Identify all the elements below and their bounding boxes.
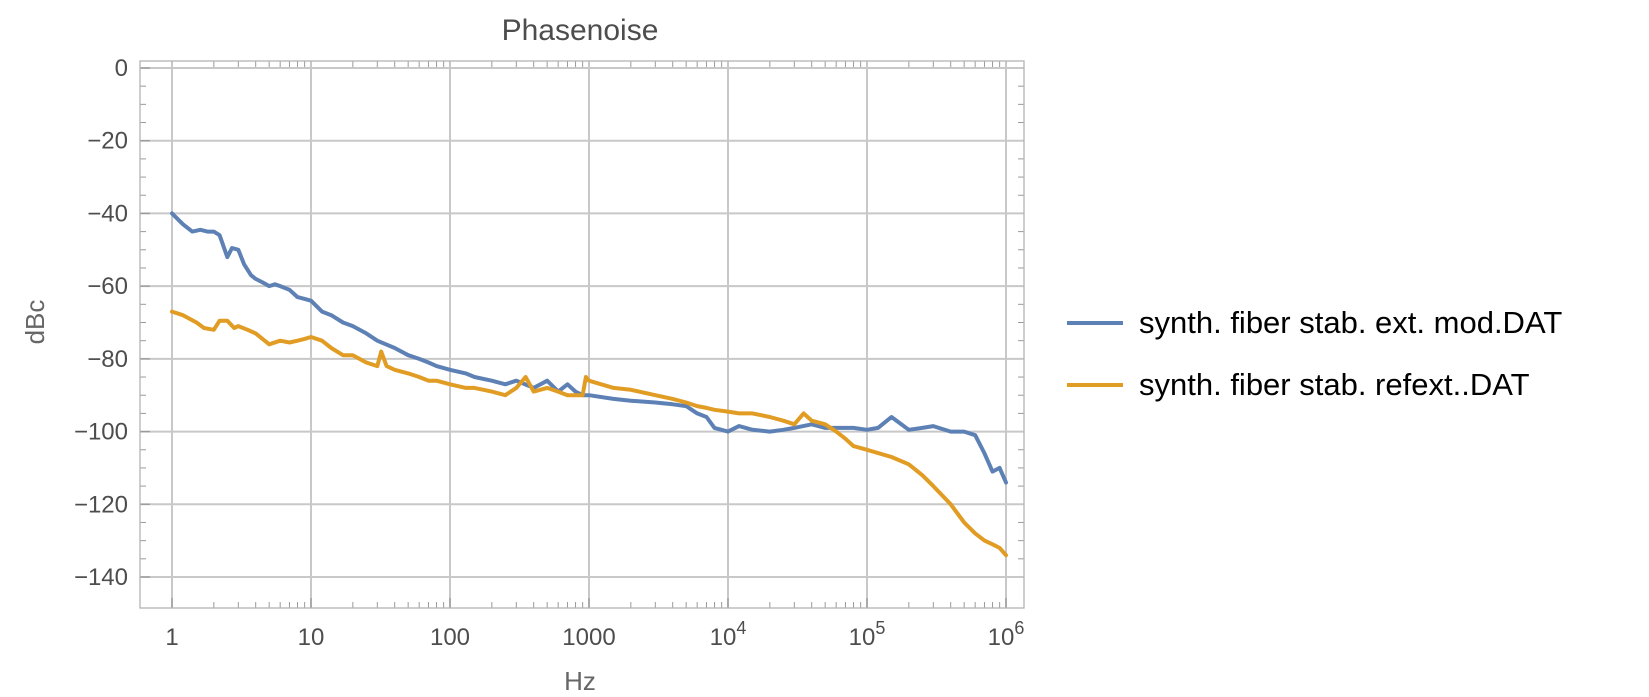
legend-label-ext-mod: synth. fiber stab. ext. mod.DAT xyxy=(1139,305,1563,340)
x-tick-label-4: 104 xyxy=(710,618,747,651)
minor-ticks xyxy=(140,61,1024,608)
plot-frame xyxy=(139,60,1025,609)
x-tick-label-2: 100 xyxy=(430,624,470,651)
y-axis-title: dBc xyxy=(20,300,50,345)
y-tick-label-1: −20 xyxy=(87,128,128,155)
legend-item-refext: synth. fiber stab. refext..DAT xyxy=(1067,354,1562,416)
x-tick-label-6: 106 xyxy=(988,618,1025,651)
grid-lines xyxy=(140,61,1024,608)
legend-swatch-ext-mod xyxy=(1067,321,1123,325)
y-tick-label-2: −40 xyxy=(87,200,128,227)
series-layer xyxy=(170,211,1008,558)
legend: synth. fiber stab. ext. mod.DAT synth. f… xyxy=(1067,292,1562,416)
x-tick-labels: 1 10 100 1000 104 105 106 xyxy=(165,618,1024,651)
series-line-0 xyxy=(170,211,1008,485)
x-tick-label-5: 105 xyxy=(849,618,886,651)
y-tick-label-7: −140 xyxy=(74,564,128,591)
y-tick-label-0: 0 xyxy=(115,55,128,82)
y-tick-label-4: −80 xyxy=(87,346,128,373)
x-tick-label-1: 10 xyxy=(298,624,325,651)
x-tick-label-0: 1 xyxy=(165,624,178,651)
y-tick-label-3: −60 xyxy=(87,273,128,300)
legend-swatch-refext xyxy=(1067,383,1123,387)
y-tick-label-6: −120 xyxy=(74,491,128,518)
y-tick-label-5: −100 xyxy=(74,419,128,446)
legend-item-ext-mod: synth. fiber stab. ext. mod.DAT xyxy=(1067,292,1562,354)
legend-label-refext: synth. fiber stab. refext..DAT xyxy=(1139,367,1530,402)
x-axis-title: Hz xyxy=(564,666,596,696)
series-line-1 xyxy=(170,309,1008,558)
chart-title: Phasenoise xyxy=(502,14,659,47)
y-tick-labels: 0 −20 −40 −60 −80 −100 −120 −140 xyxy=(74,55,128,591)
x-tick-label-3: 1000 xyxy=(562,624,615,651)
